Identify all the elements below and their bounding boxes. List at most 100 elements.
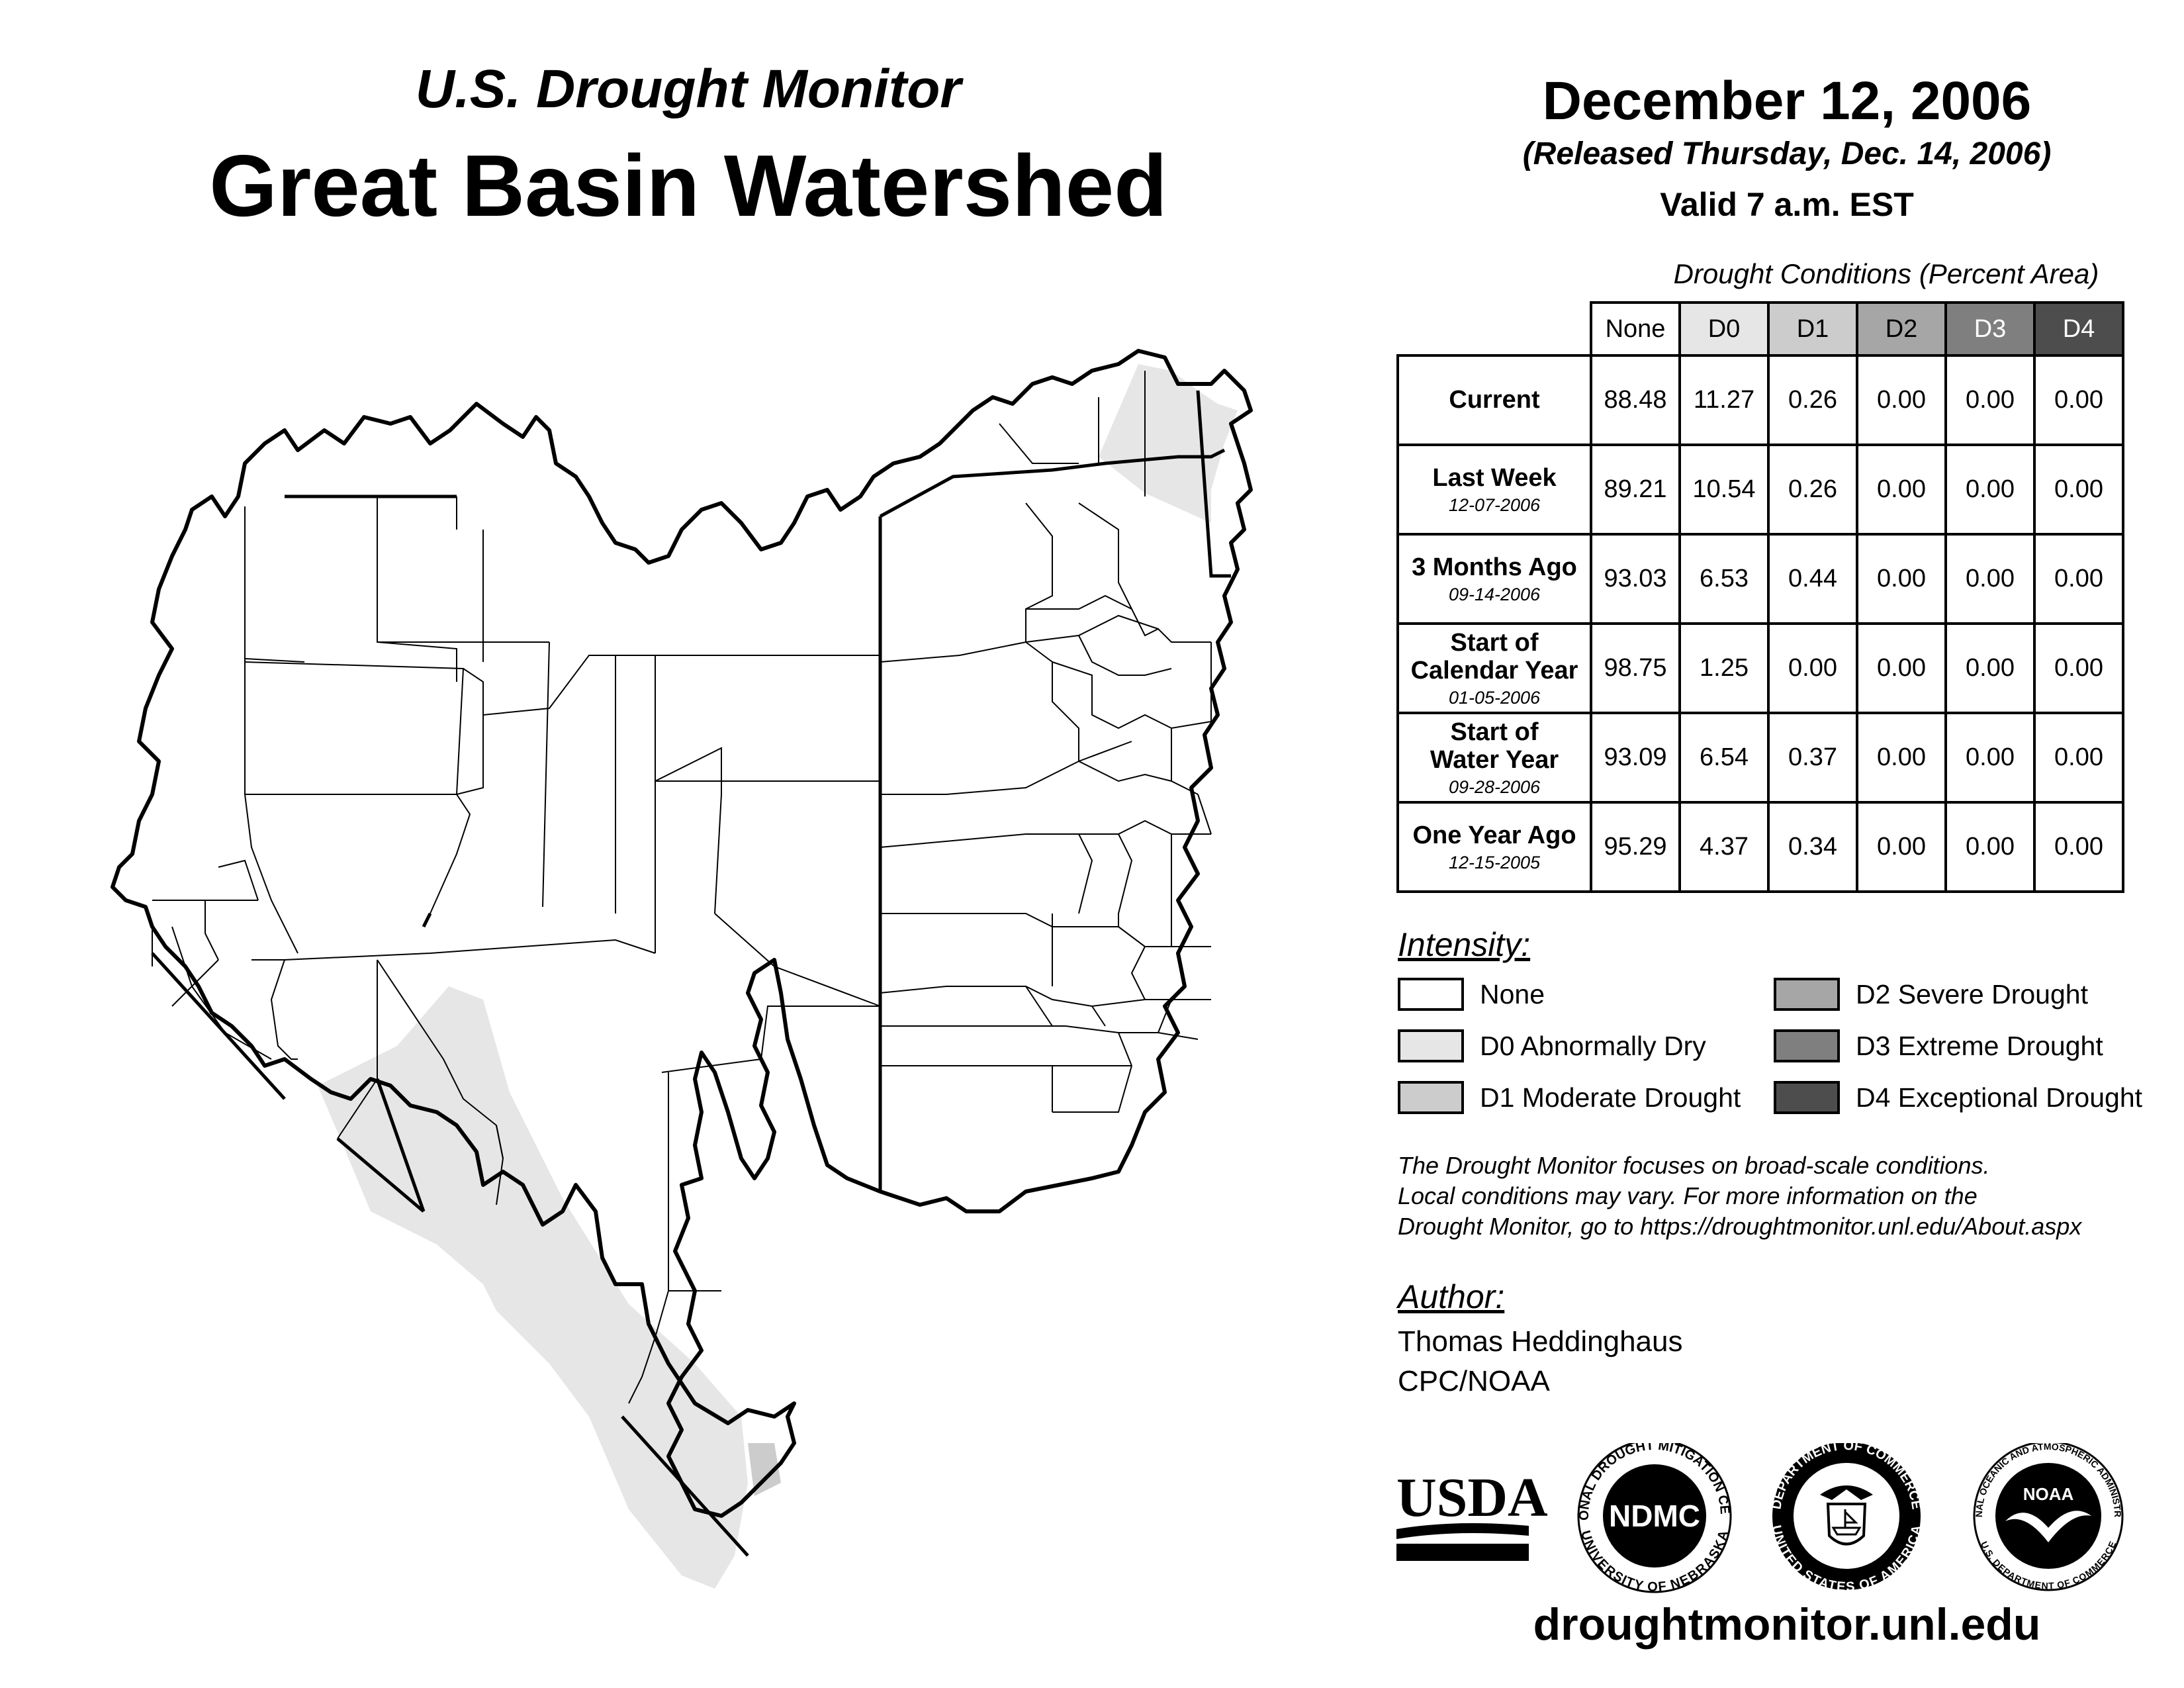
table-cell: 10.54 xyxy=(1678,444,1770,536)
table-cell: 0.00 xyxy=(1856,712,1947,804)
note-line: The Drought Monitor focuses on broad-sca… xyxy=(1398,1152,1990,1179)
legend-label: D3 Extreme Drought xyxy=(1856,1030,2103,1061)
legend-label: D4 Exceptional Drought xyxy=(1856,1082,2143,1113)
table-cell: 1.25 xyxy=(1678,622,1770,714)
table-cell: 0.00 xyxy=(1856,801,1947,893)
legend-item-d4: D4 Exceptional Drought xyxy=(1774,1078,2142,1117)
table-row: Last Week 12-07-2006 89.21 10.54 0.26 0.0… xyxy=(1396,444,2124,536)
table-cell: 0.00 xyxy=(2033,444,2124,536)
table-row: Start of Calendar Year 01-05-2006 98.75 1.… xyxy=(1396,622,2124,714)
table-caption: Drought Conditions (Percent Area) xyxy=(1673,258,2099,289)
legend-swatch xyxy=(1398,1029,1464,1062)
ship-icon xyxy=(1831,1509,1862,1536)
row-label: Start of Water Year 09-28-2006 xyxy=(1396,712,1592,804)
table-cell: 0.00 xyxy=(1856,533,1947,625)
row-label: 3 Months Ago 09-14-2006 xyxy=(1396,533,1592,625)
table-cell: 0.00 xyxy=(2033,354,2124,446)
usda-bar xyxy=(1396,1544,1529,1561)
usda-swoosh xyxy=(1396,1523,1529,1539)
table-cell: 0.37 xyxy=(1767,712,1858,804)
eagle-icon xyxy=(1820,1485,1873,1500)
bird-icon xyxy=(2005,1511,2091,1542)
noaa-logo-text: NOAA xyxy=(2023,1484,2074,1504)
legend-swatch xyxy=(1774,978,1840,1011)
note-line: Local conditions may vary. For more info… xyxy=(1398,1182,1978,1210)
drought-conditions-table: None D0 D1 D2 D3 D4 Current 88.48 11.27 … xyxy=(1396,301,2124,893)
table-cell: 93.09 xyxy=(1590,712,1681,804)
legend-label: D1 Moderate Drought xyxy=(1480,1082,1741,1113)
table-row: 3 Months Ago 09-14-2006 93.03 6.53 0.44 0… xyxy=(1396,533,2124,625)
table-cell: 95.29 xyxy=(1590,801,1681,893)
table-cell: 0.00 xyxy=(1944,444,2036,536)
table-cell: 0.00 xyxy=(1944,533,2036,625)
table-cell: 0.00 xyxy=(1944,712,2036,804)
author-org: CPC/NOAA xyxy=(1398,1365,1550,1397)
column-header: D2 xyxy=(1856,301,1947,357)
column-header: D0 xyxy=(1678,301,1770,357)
table-cell: 98.75 xyxy=(1590,622,1681,714)
table-cell: 4.37 xyxy=(1678,801,1770,893)
author-name: Thomas Heddinghaus xyxy=(1398,1325,1683,1358)
drought-map xyxy=(111,349,1253,1589)
row-date: 01-05-2006 xyxy=(1448,687,1541,708)
site-url[interactable]: droughtmonitor.unl.edu xyxy=(1533,1599,2041,1650)
table-cell: 0.26 xyxy=(1767,354,1858,446)
table-cell: 88.48 xyxy=(1590,354,1681,446)
d1-area-south xyxy=(748,1443,781,1496)
legend-label: None xyxy=(1480,978,1545,1009)
legend-item-none: None xyxy=(1398,975,1545,1013)
table-cell: 0.00 xyxy=(1856,444,1947,536)
column-header: None xyxy=(1590,301,1681,357)
note-line: Drought Monitor, go to https://droughtmo… xyxy=(1398,1213,2082,1241)
column-header: D3 xyxy=(1944,301,2036,357)
legend-swatch xyxy=(1398,1081,1464,1114)
table-cell: 0.00 xyxy=(1944,801,2036,893)
column-header: D1 xyxy=(1767,301,1858,357)
ndmc-logo-text: NDMC xyxy=(1609,1499,1700,1533)
page-title: Great Basin Watershed xyxy=(209,137,1167,234)
release-date: (Released Thursday, Dec. 14, 2006) xyxy=(1522,136,2052,171)
agency-logos: USDA NATIONAL DROUGHT MITIGATION CENTER … xyxy=(1390,1443,2124,1595)
row-date: 09-14-2006 xyxy=(1448,584,1541,604)
column-header: D4 xyxy=(2033,301,2124,357)
table-corner xyxy=(1398,303,1592,357)
table-header-row: None D0 D1 D2 D3 D4 xyxy=(1398,301,2124,357)
table-cell: 6.54 xyxy=(1678,712,1770,804)
row-label: Last Week 12-07-2006 xyxy=(1396,444,1592,536)
map-major-boundaries xyxy=(151,390,1231,1557)
table-cell: 93.03 xyxy=(1590,533,1681,625)
legend-swatch xyxy=(1774,1081,1840,1114)
table-cell: 0.00 xyxy=(2033,712,2124,804)
legend-label: D0 Abnormally Dry xyxy=(1480,1030,1706,1061)
table-row: Current 88.48 11.27 0.26 0.00 0.00 0.00 xyxy=(1396,354,2124,446)
table-cell: 0.00 xyxy=(1944,622,2036,714)
legend-label: D2 Severe Drought xyxy=(1856,978,2088,1009)
legend-swatch xyxy=(1774,1029,1840,1062)
table-row: One Year Ago 12-15-2005 95.29 4.37 0.34 0… xyxy=(1396,801,2124,893)
table-cell: 0.34 xyxy=(1767,801,1858,893)
d0-area-northeast xyxy=(1099,364,1238,523)
table-cell: 0.00 xyxy=(2033,622,2124,714)
shield-icon xyxy=(1826,1503,1867,1546)
author-heading: Author: xyxy=(1398,1278,1505,1315)
table-cell: 0.44 xyxy=(1767,533,1858,625)
row-date: 12-15-2005 xyxy=(1448,852,1541,872)
table-cell: 0.00 xyxy=(1856,354,1947,446)
map-sub-basin-lines xyxy=(152,371,1212,1404)
table-cell: 0.00 xyxy=(1767,622,1858,714)
table-cell: 0.00 xyxy=(1944,354,2036,446)
row-label: Start of Calendar Year 01-05-2006 xyxy=(1396,622,1592,714)
table-cell: 0.26 xyxy=(1767,444,1858,536)
usda-logo: USDA xyxy=(1396,1467,1548,1561)
doc-seal: DEPARTMENT OF COMMERCE UNITED STATES OF … xyxy=(1768,1443,1925,1595)
monitor-subtitle: U.S. Drought Monitor xyxy=(415,59,962,119)
table-cell: 89.21 xyxy=(1590,444,1681,536)
table-row: Start of Water Year 09-28-2006 93.09 6.54 … xyxy=(1396,712,2124,804)
table-cell: 11.27 xyxy=(1678,354,1770,446)
legend-heading: Intensity: xyxy=(1398,926,1531,963)
basin-outline xyxy=(111,349,1253,1518)
disclaimer-note: The Drought Monitor focuses on broad-sca… xyxy=(1398,1150,2179,1242)
usda-logo-text: USDA xyxy=(1396,1467,1548,1528)
table-cell: 6.53 xyxy=(1678,533,1770,625)
row-label: One Year Ago 12-15-2005 xyxy=(1396,801,1592,893)
